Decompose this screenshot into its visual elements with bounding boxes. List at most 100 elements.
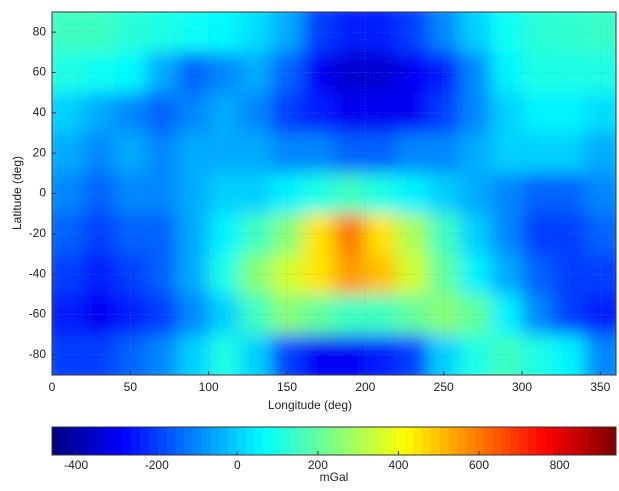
- heatmap-cell: [397, 0, 429, 53]
- x-tick-label: 200: [355, 380, 375, 394]
- colorbar-swatch: [590, 427, 599, 455]
- colorbar-swatch: [360, 427, 369, 455]
- heatmap-cell: [459, 0, 491, 53]
- colorbar-swatch: [228, 427, 237, 455]
- heatmap-cell: [553, 0, 585, 53]
- colorbar-swatch: [405, 427, 414, 455]
- colorbar-tick-label: -200: [145, 458, 169, 472]
- heatmap-cell: [428, 0, 460, 53]
- colorbar-swatch: [572, 427, 581, 455]
- colorbar-swatch: [158, 427, 167, 455]
- heatmap-cell: [303, 0, 335, 53]
- y-tick-label: 0: [39, 186, 46, 200]
- colorbar-swatch: [546, 427, 555, 455]
- colorbar-tick-label: 800: [550, 458, 570, 472]
- heatmap-cell: [303, 335, 335, 388]
- colorbar-swatch: [316, 427, 325, 455]
- colorbar-swatch: [299, 427, 308, 455]
- heatmap-cell: [40, 335, 84, 388]
- colorbar-swatch: [308, 427, 317, 455]
- y-tick-label: -60: [29, 307, 47, 321]
- colorbar-swatch: [440, 427, 449, 455]
- y-tick-label: 40: [33, 105, 47, 119]
- colorbar-swatch: [466, 427, 475, 455]
- x-tick-label: 250: [434, 380, 454, 394]
- y-tick-label: -80: [29, 347, 47, 361]
- colorbar-swatch: [70, 427, 79, 455]
- heatmap-cell: [209, 0, 241, 53]
- heatmap-cell: [177, 0, 209, 53]
- heatmap-cell: [146, 93, 178, 134]
- heatmap-cell: [240, 0, 272, 53]
- heatmap-cell: [146, 294, 178, 335]
- chart: 050100150200250300350-80-60-40-200204060…: [0, 0, 619, 486]
- colorbar-swatch: [246, 427, 255, 455]
- colorbar-swatch: [167, 427, 176, 455]
- heatmap-cell: [115, 0, 147, 53]
- colorbar-swatch: [519, 427, 528, 455]
- heatmap-cell: [240, 335, 272, 388]
- heatmap-cell: [459, 335, 491, 388]
- colorbar-swatch: [581, 427, 590, 455]
- colorbar-swatch: [449, 427, 458, 455]
- heatmap-cell: [146, 173, 178, 214]
- x-axis-label: Longitude (deg): [268, 398, 352, 412]
- colorbar-swatch: [281, 427, 290, 455]
- colorbar-swatch: [131, 427, 140, 455]
- colorbar-swatch: [493, 427, 502, 455]
- heatmap-cell: [271, 0, 303, 53]
- heatmap-cell: [491, 0, 523, 53]
- colorbar-swatch: [378, 427, 387, 455]
- heatmap-cell: [146, 0, 178, 53]
- x-tick-label: 300: [512, 380, 532, 394]
- x-tick-label: 100: [199, 380, 219, 394]
- colorbar-swatch: [87, 427, 96, 455]
- heatmap-cell: [522, 0, 554, 53]
- colorbar-swatch: [598, 427, 607, 455]
- colorbar-swatch: [61, 427, 70, 455]
- colorbar-swatch: [528, 427, 537, 455]
- colorbar-swatch: [290, 427, 299, 455]
- x-tick-label: 150: [277, 380, 297, 394]
- colorbar-swatch: [334, 427, 343, 455]
- heatmap-cell: [146, 52, 178, 93]
- colorbar-swatch: [413, 427, 422, 455]
- y-tick-label: 60: [33, 65, 47, 79]
- colorbar-swatch: [237, 427, 246, 455]
- heatmap-cell: [83, 0, 115, 53]
- colorbar-tick-label: 600: [469, 458, 489, 472]
- colorbar-swatch: [431, 427, 440, 455]
- colorbar-tick-label: 0: [234, 458, 241, 472]
- colorbar-swatch: [211, 427, 220, 455]
- heatmap-cell: [428, 93, 460, 134]
- y-tick-label: -40: [29, 266, 47, 280]
- colorbar-swatch: [501, 427, 510, 455]
- colorbar-swatch: [202, 427, 211, 455]
- colorbar-swatch: [343, 427, 352, 455]
- y-tick-label: 80: [33, 24, 47, 38]
- heatmap-cell: [365, 0, 397, 53]
- colorbar-swatch: [607, 427, 616, 455]
- colorbar-swatch: [264, 427, 273, 455]
- colorbar-swatch: [510, 427, 519, 455]
- colorbar-swatch: [175, 427, 184, 455]
- heatmap-cell: [585, 0, 619, 53]
- y-axis-label: Latitude (deg): [10, 156, 24, 230]
- colorbar-swatch: [325, 427, 334, 455]
- colorbar-tick-label: 400: [388, 458, 408, 472]
- heatmap-cell: [146, 335, 178, 388]
- colorbar-swatch: [272, 427, 281, 455]
- colorbar-swatch: [105, 427, 114, 455]
- heatmap-cell: [40, 0, 84, 53]
- colorbar-swatch: [114, 427, 123, 455]
- colorbar-swatch: [484, 427, 493, 455]
- heatmap-cell: [397, 335, 429, 388]
- y-tick-label: -20: [29, 226, 47, 240]
- colorbar-swatch: [123, 427, 132, 455]
- heatmap-cell: [428, 173, 460, 214]
- colorbar-tick-label: -400: [64, 458, 88, 472]
- colorbar-swatch: [457, 427, 466, 455]
- heatmap-cell: [553, 335, 585, 388]
- y-tick-label: 20: [33, 145, 47, 159]
- colorbar-swatch: [96, 427, 105, 455]
